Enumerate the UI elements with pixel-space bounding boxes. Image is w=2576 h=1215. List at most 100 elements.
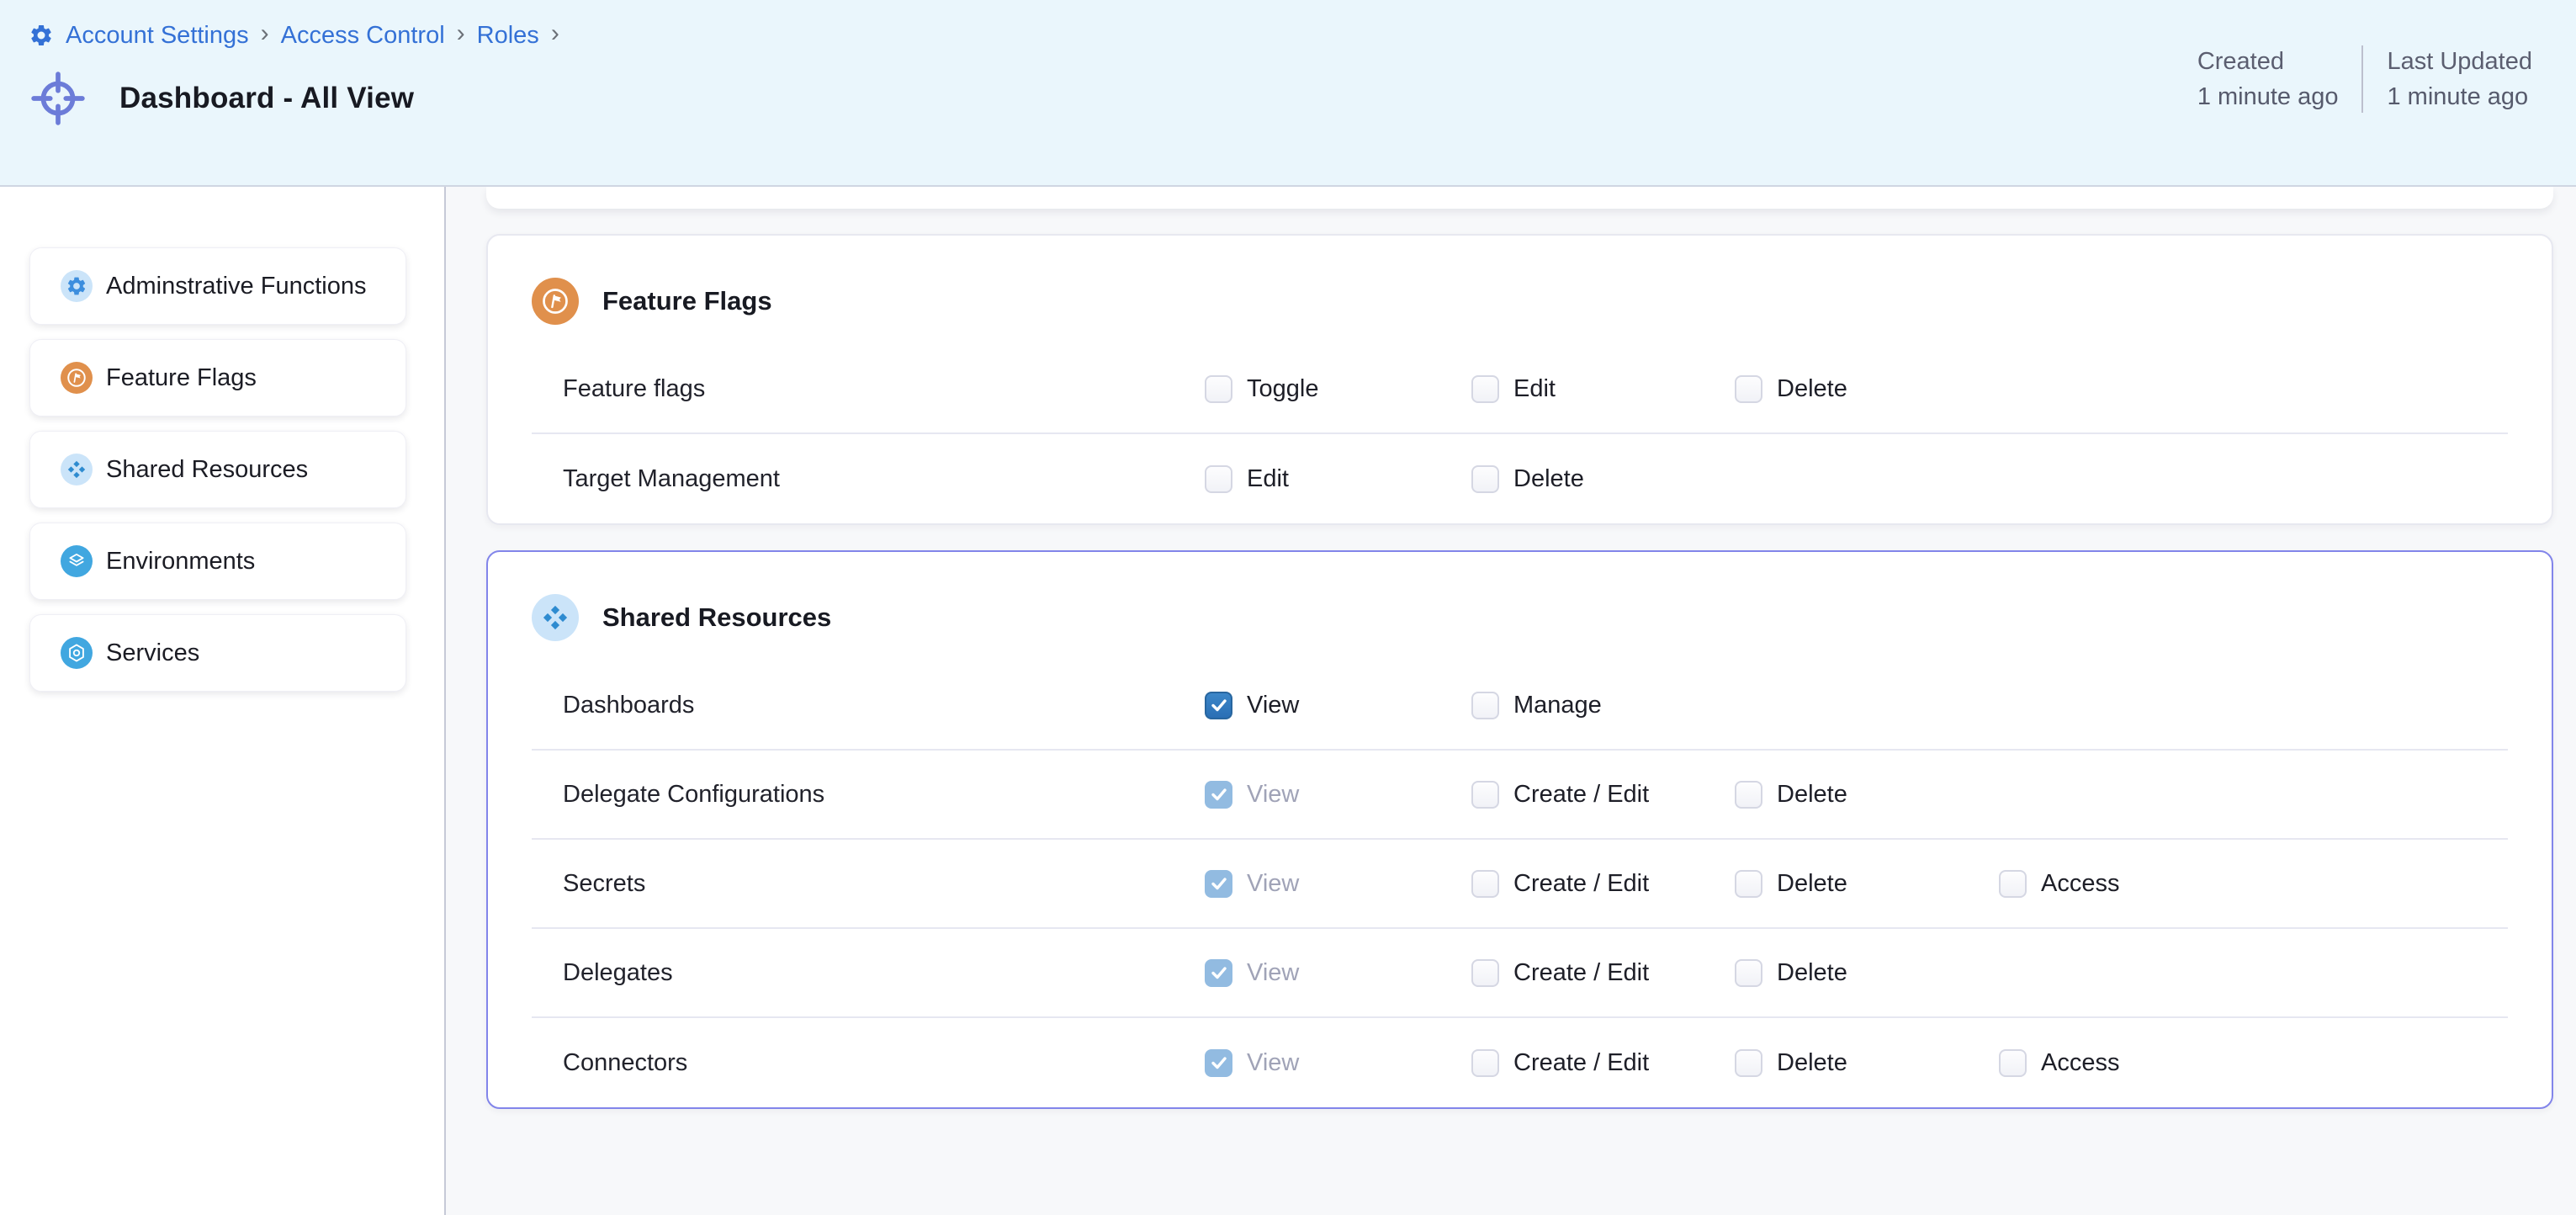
permission-target-management-edit: Edit — [1205, 464, 1471, 493]
breadcrumb-link-access-control[interactable]: Access Control — [280, 21, 445, 49]
meta-created: Created 1 minute ago — [2174, 44, 2362, 114]
checkbox-connectors-create-edit[interactable] — [1471, 1048, 1499, 1077]
permission-row-delegates: Delegates View Create / Edit Delete — [532, 929, 2508, 1018]
layers-icon — [61, 545, 93, 577]
checkbox-connectors-access[interactable] — [1999, 1048, 2027, 1077]
checkbox-secrets-delete[interactable] — [1735, 869, 1762, 898]
breadcrumb-link-roles[interactable]: Roles — [476, 21, 539, 49]
permission-delegate-configurations-delete: Delete — [1735, 780, 1999, 809]
checkbox-secrets-access[interactable] — [1999, 869, 2027, 898]
meta-label: Last Updated — [2387, 48, 2532, 75]
meta-divider — [2361, 45, 2364, 113]
permission-connectors-delete: Delete — [1735, 1048, 1999, 1077]
permission-label: Delete — [1777, 958, 1847, 986]
permission-row-target-management: Target Management Edit Delete — [532, 434, 2508, 523]
checkbox-delegates-create-edit[interactable] — [1471, 958, 1499, 987]
card-title: Shared Resources — [602, 602, 832, 632]
permission-dashboards-manage: Manage — [1471, 691, 1735, 719]
permission-feature-flags-delete: Delete — [1735, 374, 1999, 403]
permission-label: View — [1247, 1048, 1300, 1076]
permission-row-delegate-configurations: Delegate Configurations View Create / Edit… — [532, 751, 2508, 840]
checkbox-target-management-delete[interactable] — [1471, 464, 1499, 493]
checkbox-feature-flags-delete[interactable] — [1735, 374, 1762, 403]
permission-label: View — [1247, 780, 1300, 808]
permission-label: View — [1247, 869, 1300, 897]
sidebar-item-label: Feature Flags — [106, 363, 257, 391]
permission-label: Delete — [1777, 1048, 1847, 1076]
permission-delegates-view: View — [1205, 958, 1471, 987]
checkbox-feature-flags-edit[interactable] — [1471, 374, 1499, 403]
checkbox-delegate-configurations-create-edit[interactable] — [1471, 780, 1499, 809]
checkbox-feature-flags-toggle[interactable] — [1205, 374, 1232, 403]
checkbox-connectors-delete[interactable] — [1735, 1048, 1762, 1077]
permission-secrets-view: View — [1205, 869, 1471, 898]
permission-delegate-configurations-view: View — [1205, 780, 1471, 809]
meta-last-updated: Last Updated 1 minute ago — [2363, 44, 2556, 114]
permission-label: Create / Edit — [1513, 958, 1650, 986]
permission-row-secrets: Secrets View Create / Edit Delete Access — [532, 840, 2508, 929]
resource-label: Delegate Configurations — [563, 780, 825, 808]
checkbox-dashboards-view[interactable] — [1205, 691, 1232, 719]
role-crosshair-icon — [30, 71, 86, 126]
sidebar-item-label: Adminstrative Functions — [106, 272, 367, 300]
card-header: Feature Flags — [532, 236, 2508, 345]
permission-label: View — [1247, 691, 1300, 719]
permission-card-feature-flags: Feature Flags Feature flags Toggle Edit Dele… — [486, 234, 2553, 525]
sidebar-item-services[interactable]: Services — [29, 614, 406, 692]
account-settings-gear-icon — [29, 23, 54, 48]
permission-dashboards-view: View — [1205, 691, 1471, 719]
permission-card-shared-resources: Shared Resources Dashboards View Manage Dele… — [486, 550, 2553, 1109]
permission-feature-flags-toggle: Toggle — [1205, 374, 1471, 403]
sidebar-item-adminstrative-functions[interactable]: Adminstrative Functions — [29, 247, 406, 325]
breadcrumb: Account Settings › Access Control › Roles › — [29, 19, 2576, 52]
card-title: Feature Flags — [602, 286, 772, 316]
sidebar-item-label: Shared Resources — [106, 455, 309, 483]
permission-row-dashboards: Dashboards View Manage — [532, 661, 2508, 751]
permission-label: Edit — [1247, 464, 1289, 492]
checkbox-delegate-configurations-delete[interactable] — [1735, 780, 1762, 809]
resource-label: Feature flags — [563, 374, 706, 402]
hexagon-icon — [61, 637, 93, 669]
resource-label: Connectors — [563, 1048, 688, 1076]
sidebar-item-shared-resources[interactable]: Shared Resources — [29, 431, 406, 508]
checkbox-secrets-view — [1205, 869, 1232, 898]
permission-label: Edit — [1513, 374, 1556, 402]
checkbox-secrets-create-edit[interactable] — [1471, 869, 1499, 898]
breadcrumb-link-account-settings[interactable]: Account Settings — [66, 21, 249, 49]
resource-sidebar: Adminstrative Functions Feature Flags Shar… — [0, 187, 446, 1215]
permission-target-management-delete: Delete — [1471, 464, 1735, 493]
permission-label: Access — [2041, 869, 2120, 897]
checkbox-delegates-delete[interactable] — [1735, 958, 1762, 987]
permission-label: Create / Edit — [1513, 869, 1650, 897]
permission-label: Create / Edit — [1513, 780, 1650, 808]
title-row: Dashboard - All View — [29, 71, 2576, 126]
checkbox-target-management-edit[interactable] — [1205, 464, 1232, 493]
checkbox-delegates-view — [1205, 958, 1232, 987]
permission-label: Manage — [1513, 691, 1602, 719]
permission-delegate-configurations-create-edit: Create / Edit — [1471, 780, 1735, 809]
permission-label: Delete — [1777, 869, 1847, 897]
permission-delegates-delete: Delete — [1735, 958, 1999, 987]
breadcrumb-separator-icon: › — [456, 19, 465, 47]
sidebar-item-environments[interactable]: Environments — [29, 523, 406, 600]
permission-feature-flags-edit: Edit — [1471, 374, 1735, 403]
permission-label: Access — [2041, 1048, 2120, 1076]
permission-secrets-delete: Delete — [1735, 869, 1999, 898]
diamond-icon — [532, 594, 579, 641]
card-header: Shared Resources — [532, 552, 2508, 661]
checkbox-dashboards-manage[interactable] — [1471, 691, 1499, 719]
permission-row-feature-flags: Feature flags Toggle Edit Delete — [532, 345, 2508, 434]
permission-sections: Feature Flags Feature flags Toggle Edit Dele… — [486, 234, 2553, 1109]
diamond-icon — [61, 454, 93, 485]
permission-label: Delete — [1777, 374, 1847, 402]
permission-secrets-access: Access — [1999, 869, 2508, 898]
permission-connectors-create-edit: Create / Edit — [1471, 1048, 1735, 1077]
meta-label: Created — [2197, 48, 2284, 75]
sidebar-item-feature-flags[interactable]: Feature Flags — [29, 339, 406, 416]
resource-label: Dashboards — [563, 691, 695, 719]
permission-label: Create / Edit — [1513, 1048, 1650, 1076]
page-header: Account Settings › Access Control › Roles › D… — [0, 0, 2576, 187]
permission-delegates-create-edit: Create / Edit — [1471, 958, 1735, 987]
resource-label: Delegates — [563, 958, 673, 986]
